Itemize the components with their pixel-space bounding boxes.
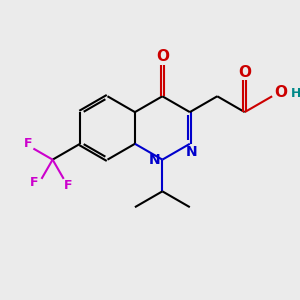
Text: N: N bbox=[149, 153, 161, 167]
Text: F: F bbox=[24, 136, 33, 149]
Text: H: H bbox=[290, 87, 300, 100]
Text: F: F bbox=[30, 176, 39, 190]
Text: F: F bbox=[64, 179, 72, 192]
Text: O: O bbox=[274, 85, 287, 100]
Text: O: O bbox=[156, 50, 169, 64]
Text: O: O bbox=[238, 65, 251, 80]
Text: N: N bbox=[185, 145, 197, 158]
